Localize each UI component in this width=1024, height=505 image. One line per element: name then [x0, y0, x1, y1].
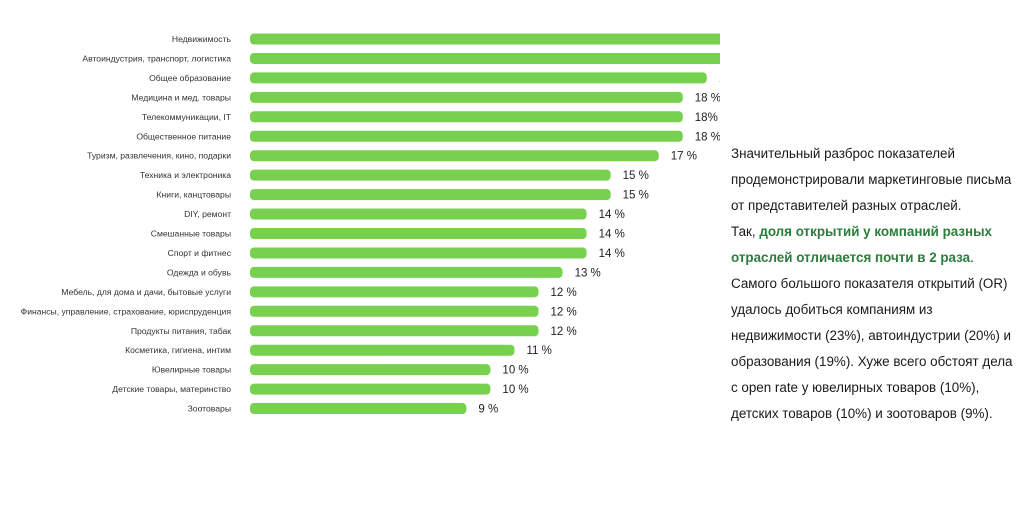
value-label: 13 %: [575, 267, 601, 279]
value-label: 18%: [695, 112, 718, 124]
description-text: Значительный разброс показателей продемо…: [731, 141, 1021, 427]
category-label: Общественное питание: [136, 131, 231, 141]
value-label: 12 %: [551, 306, 577, 318]
highlighted-statement: доля открытий у компаний разных отраслей…: [731, 224, 993, 265]
value-label: 12 %: [551, 326, 577, 338]
category-label: Общее образование: [149, 73, 231, 83]
category-label: Косметика, гигиена, интим: [125, 345, 231, 355]
bar: [250, 91, 683, 103]
category-label: Продукты питания, табак: [131, 326, 231, 336]
value-label: 11 %: [526, 345, 551, 357]
category-label: Книги, канцтовары: [157, 190, 231, 200]
category-label: Детские товары, материнство: [112, 384, 231, 394]
value-label: 12 %: [551, 287, 577, 299]
bar: [250, 130, 683, 142]
paragraph-2-body: . Самого большого показателя открытий (O…: [731, 250, 1013, 421]
bar: [250, 150, 659, 162]
description-paragraph-1: Значительный разброс показателей продемо…: [731, 146, 1012, 213]
bar: [250, 344, 515, 356]
bar-chart: Недвижимость23 %Автоиндустрия, транспорт…: [21, 33, 720, 416]
bar: [250, 72, 707, 84]
description-paragraph-2: Так, доля открытий у компаний разных отр…: [731, 219, 1021, 427]
value-label: 14 %: [599, 229, 625, 241]
value-label: 15 %: [623, 190, 649, 202]
bar: [250, 111, 683, 123]
category-label: Недвижимость: [172, 34, 232, 44]
bar: [250, 247, 587, 259]
bar: [250, 286, 539, 298]
bar: [250, 403, 467, 415]
category-label: Мебель, для дома и дачи, бытовые услуги: [61, 287, 231, 297]
value-label: 9 %: [478, 404, 498, 416]
category-label: Автоиндустрия, транспорт, логистика: [82, 53, 231, 63]
value-label: 15 %: [623, 170, 649, 182]
bar: [250, 305, 539, 317]
category-label: Медицина и мед. товары: [131, 92, 231, 102]
category-label: Одежда и обувь: [167, 267, 232, 277]
category-label: Телекоммуникации, IT: [142, 112, 232, 122]
category-label: Техника и электроника: [140, 170, 231, 180]
value-label: 10 %: [502, 384, 528, 396]
category-label: Смешанные товары: [151, 229, 231, 239]
bar: [250, 52, 720, 64]
bar: [250, 266, 563, 278]
bar: [250, 228, 587, 239]
value-label: 14 %: [599, 248, 625, 260]
category-label: Финансы, управление, страхование, юриспр…: [21, 306, 232, 316]
bar: [250, 208, 587, 220]
bar: [250, 189, 611, 201]
category-label: Ювелирные товары: [152, 365, 231, 375]
category-label: Туризм, развлечения, кино, подарки: [87, 151, 231, 161]
value-label: 10 %: [502, 365, 528, 377]
bar: [250, 364, 491, 376]
category-label: DIY, ремонт: [184, 209, 231, 219]
value-label: 18 %: [695, 131, 720, 143]
category-label: Спорт и фитнес: [168, 248, 232, 258]
category-label: Зоотовары: [188, 404, 231, 414]
value-label: 19 %: [719, 73, 720, 85]
value-label: 18 %: [695, 92, 720, 104]
value-label: 14 %: [599, 209, 625, 221]
value-label: 17 %: [671, 151, 697, 163]
bar: [250, 383, 491, 395]
bar: [250, 325, 539, 337]
bar: [250, 169, 611, 181]
bar: [250, 33, 720, 45]
paragraph-2-prefix: Так,: [731, 224, 760, 239]
